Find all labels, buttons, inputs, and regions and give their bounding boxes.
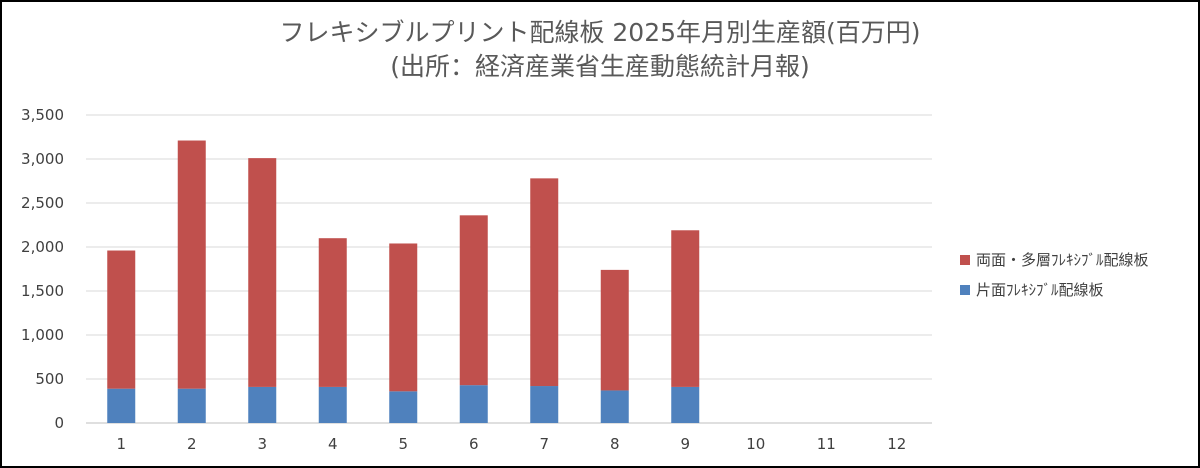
chart-title-block: フレキシブルプリント配線板 2025年月別生産額(百万円) (出所：経済産業省生… (2, 16, 1198, 84)
bar-single-sided (530, 386, 559, 423)
y-tick-label: 0 (54, 414, 64, 432)
x-tick-label: 1 (116, 435, 126, 453)
x-tick-label: 7 (539, 435, 549, 453)
bar-single-sided (107, 388, 136, 423)
chart-title: フレキシブルプリント配線板 2025年月別生産額(百万円) (279, 18, 921, 47)
bar-multilayer (318, 238, 347, 387)
bar-single-sided (600, 390, 629, 423)
bar-multilayer (459, 215, 488, 386)
bar-multilayer (530, 178, 559, 387)
bar-single-sided (389, 391, 418, 423)
x-tick-label: 9 (680, 435, 690, 453)
x-tick-label: 5 (398, 435, 408, 453)
y-tick-label: 2,000 (21, 238, 64, 256)
x-tick-label: 8 (610, 435, 620, 453)
x-tick-label: 3 (257, 435, 267, 453)
legend-swatch (960, 285, 970, 295)
y-tick-label: 3,500 (21, 106, 64, 124)
bar-single-sided (671, 386, 700, 423)
legend-label: 片面ﾌﾚｷｼﾌﾞﾙ配線板 (976, 281, 1104, 299)
y-tick-label: 3,000 (21, 150, 64, 168)
bar-multilayer (389, 243, 418, 392)
bar-single-sided (318, 386, 347, 423)
y-tick-label: 1,500 (21, 282, 64, 300)
bar-single-sided (248, 386, 277, 423)
bar-multilayer (107, 250, 136, 389)
legend-swatch (960, 255, 970, 265)
y-tick-label: 500 (35, 370, 64, 388)
bar-multilayer (600, 269, 629, 391)
y-tick-label: 1,000 (21, 326, 64, 344)
bar-multilayer (177, 140, 206, 389)
chart-subtitle: (出所：経済産業省生産動態統計月報) (390, 52, 810, 81)
legend-label: 両面・多層ﾌﾚｷｼﾌﾞﾙ配線板 (976, 251, 1149, 269)
y-tick-label: 2,500 (21, 194, 64, 212)
bar-single-sided (177, 388, 206, 423)
x-tick-label: 12 (887, 435, 906, 453)
bar-single-sided (459, 385, 488, 423)
bar-multilayer (671, 230, 700, 387)
x-tick-label: 11 (817, 435, 836, 453)
x-tick-label: 6 (469, 435, 479, 453)
x-tick-label: 4 (328, 435, 338, 453)
bar-multilayer (248, 158, 277, 387)
x-tick-label: 10 (746, 435, 765, 453)
x-tick-label: 2 (187, 435, 197, 453)
